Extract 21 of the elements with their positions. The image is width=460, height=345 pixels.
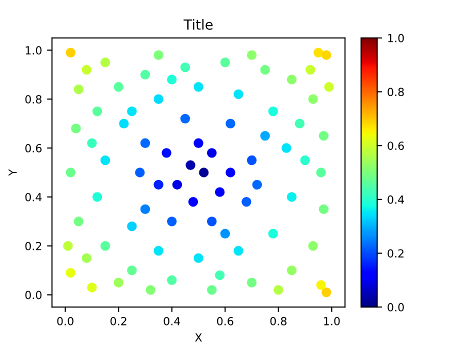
color-bar-label: 0.4 bbox=[388, 195, 404, 204]
x-axis-title: X bbox=[195, 333, 202, 342]
color-bar-label: 0.8 bbox=[388, 88, 404, 96]
y-axis-title: Y bbox=[8, 169, 17, 176]
x-tick-label: 0.8 bbox=[270, 316, 286, 326]
y-tick-label: 0.8 bbox=[25, 95, 42, 104]
y-tick-label: 1.0 bbox=[26, 46, 42, 55]
color-bar-label: 0.6 bbox=[388, 142, 404, 150]
x-tick-label: 0.6 bbox=[217, 316, 234, 326]
color-bar-label: 0.2 bbox=[388, 249, 404, 258]
x-tick-label: 0.0 bbox=[57, 316, 74, 326]
x-tick-label: 0.4 bbox=[164, 316, 180, 326]
x-tick-label: 1.0 bbox=[324, 316, 340, 326]
chart-title: Title bbox=[184, 19, 213, 30]
color-bar-label: 1.0 bbox=[388, 34, 404, 42]
y-tick-label: 0.2 bbox=[25, 242, 42, 250]
x-tick-label: 0.2 bbox=[110, 316, 126, 326]
y-tick-label: 0.0 bbox=[25, 290, 42, 300]
color-bar-label: 0.0 bbox=[388, 303, 404, 312]
y-tick-label: 0.4 bbox=[25, 192, 42, 202]
y-tick-label: 0.6 bbox=[25, 144, 42, 152]
